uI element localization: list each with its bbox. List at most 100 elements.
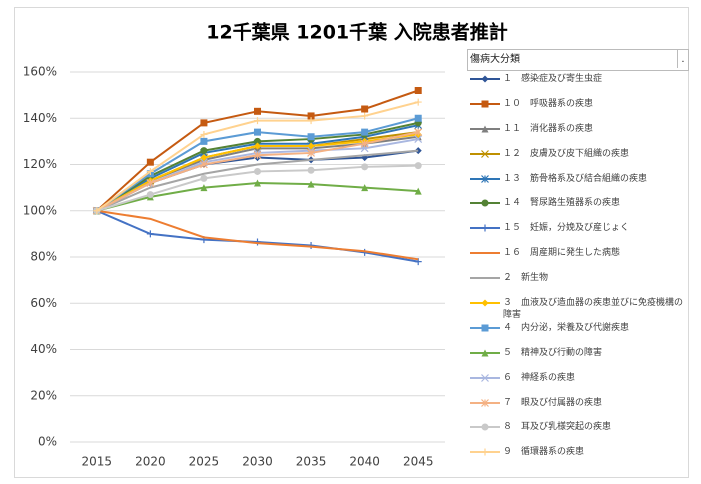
legend-label: １２ 皮膚及び皮下組織の疾患 <box>503 148 630 159</box>
legend-swatch <box>470 75 500 83</box>
legend-entry[interactable]: １５ 妊娠，分娩及び産じょく <box>467 222 689 247</box>
legend-entry[interactable]: １１ 消化器系の疾患 <box>467 123 689 148</box>
marker <box>254 137 261 145</box>
x-tick-label: 2045 <box>403 455 434 469</box>
legend-entry[interactable]: ９ 循環器系の疾患 <box>467 446 689 471</box>
marker <box>361 128 369 136</box>
chart-title: 12千葉県 1201千葉 入院患者推計 <box>206 21 508 44</box>
series <box>93 162 422 215</box>
legend-swatch <box>470 349 500 357</box>
marker <box>361 163 369 171</box>
marker <box>200 154 208 162</box>
legend-swatch <box>470 224 500 232</box>
marker <box>481 448 489 456</box>
marker <box>200 130 208 138</box>
legend-entry[interactable]: ５ 精神及び行動の障害 <box>467 347 689 372</box>
marker <box>481 299 489 307</box>
legend-entry[interactable]: ３ 血液及び造血器の疾患並びに免疫機構の障害 <box>467 297 689 322</box>
y-tick-label: 0% <box>38 435 57 449</box>
y-tick-label: 40% <box>30 342 57 356</box>
dropdown-button[interactable]: . <box>677 50 688 68</box>
marker <box>481 224 489 232</box>
legend-entry[interactable]: ８ 耳及び乳様突起の疾患 <box>467 421 689 446</box>
legend-swatch <box>470 398 500 407</box>
legend-swatch <box>470 324 500 332</box>
legend-label: １１ 消化器系の疾患 <box>503 123 594 134</box>
legend-swatch <box>470 448 500 456</box>
marker <box>254 107 261 115</box>
marker <box>414 128 423 137</box>
marker <box>481 324 489 332</box>
legend-header[interactable]: 傷病大分類. <box>467 49 689 71</box>
x-tick-label: 2020 <box>135 455 166 469</box>
marker <box>307 149 315 157</box>
marker <box>254 128 261 136</box>
marker <box>481 373 489 382</box>
x-tick-label: 2035 <box>296 455 327 469</box>
legend-entry[interactable]: ７ 眼及び付属器の疾患 <box>467 397 689 422</box>
marker <box>307 117 315 125</box>
marker <box>360 139 369 148</box>
legend-label: ３ 血液及び造血器の疾患並びに免疫機構の障害 <box>503 298 684 321</box>
marker <box>146 230 154 238</box>
legend-entry[interactable]: ２ 新生物 <box>467 272 689 297</box>
legend-entry[interactable]: １６ 周産期に発生した病態 <box>467 247 689 272</box>
marker <box>307 241 315 249</box>
legend: 傷病大分類. １ 感染症及び寄生虫症 １０ 呼吸器系の疾患 １１ 消化器系の疾患 １２… <box>467 49 689 471</box>
legend-entry[interactable]: １３ 筋骨格系及び結合組織の疾患 <box>467 173 689 198</box>
legend-label: １ 感染症及び寄生虫症 <box>503 74 603 84</box>
legend-entry[interactable]: １０ 呼吸器系の疾患 <box>467 98 689 123</box>
legend-entry[interactable]: ４ 内分泌，栄養及び代謝疾患 <box>467 322 689 347</box>
legend-label: １０ 呼吸器系の疾患 <box>503 98 594 109</box>
series-line <box>96 149 419 212</box>
x-tick-label: 2040 <box>349 455 380 469</box>
marker <box>414 114 422 122</box>
marker <box>414 187 422 195</box>
legend-label: １６ 周産期に発生した病態 <box>503 248 621 259</box>
legend-entry[interactable]: １２ 皮膚及び皮下組織の疾患 <box>467 148 689 173</box>
legend-label: １５ 妊娠，分娩及び産じょく <box>503 223 630 234</box>
marker <box>481 174 489 183</box>
y-tick-label: 120% <box>23 157 57 171</box>
marker <box>361 184 369 192</box>
marker <box>481 423 489 431</box>
marker <box>481 199 489 207</box>
marker <box>481 149 489 158</box>
marker <box>200 184 208 192</box>
x-tick-label: 2030 <box>242 455 273 469</box>
x-tick-label: 2025 <box>189 455 220 469</box>
legend-label: ５ 精神及び行動の障害 <box>503 347 603 358</box>
legend-entry[interactable]: １ 感染症及び寄生虫症 <box>467 73 689 98</box>
legend-swatch <box>470 174 500 183</box>
legend-swatch <box>470 125 500 133</box>
legend-label: ６ 神経系の疾患 <box>503 372 576 383</box>
marker <box>307 112 315 120</box>
y-tick-label: 20% <box>30 388 57 402</box>
legend-swatch <box>470 299 500 307</box>
chart-border <box>14 7 689 478</box>
x-tick-label: 2015 <box>82 455 113 469</box>
legend-entry[interactable]: ６ 神経系の疾患 <box>467 372 689 397</box>
legend-swatch <box>470 252 500 255</box>
y-tick-label: 60% <box>30 296 57 310</box>
y-tick-label: 80% <box>30 250 57 264</box>
series <box>96 149 419 212</box>
series-line <box>96 209 419 261</box>
legend-label: ４ 内分泌，栄養及び代謝疾患 <box>503 322 630 333</box>
legend-items: １ 感染症及び寄生虫症 １０ 呼吸器系の疾患 １１ 消化器系の疾患 １２ 皮膚及び皮下… <box>467 71 689 471</box>
marker <box>481 75 489 83</box>
legend-swatch <box>470 100 500 108</box>
legend-title: 傷病大分類 <box>470 54 520 65</box>
marker <box>254 117 261 125</box>
marker <box>307 180 315 188</box>
marker <box>146 167 154 175</box>
legend-entry[interactable]: １４ 腎尿路生殖器系の疾患 <box>467 197 689 222</box>
series <box>96 209 419 261</box>
marker <box>146 179 155 187</box>
marker <box>254 142 261 150</box>
marker <box>146 191 154 199</box>
marker <box>200 174 208 182</box>
marker <box>200 147 208 155</box>
marker <box>481 398 489 407</box>
